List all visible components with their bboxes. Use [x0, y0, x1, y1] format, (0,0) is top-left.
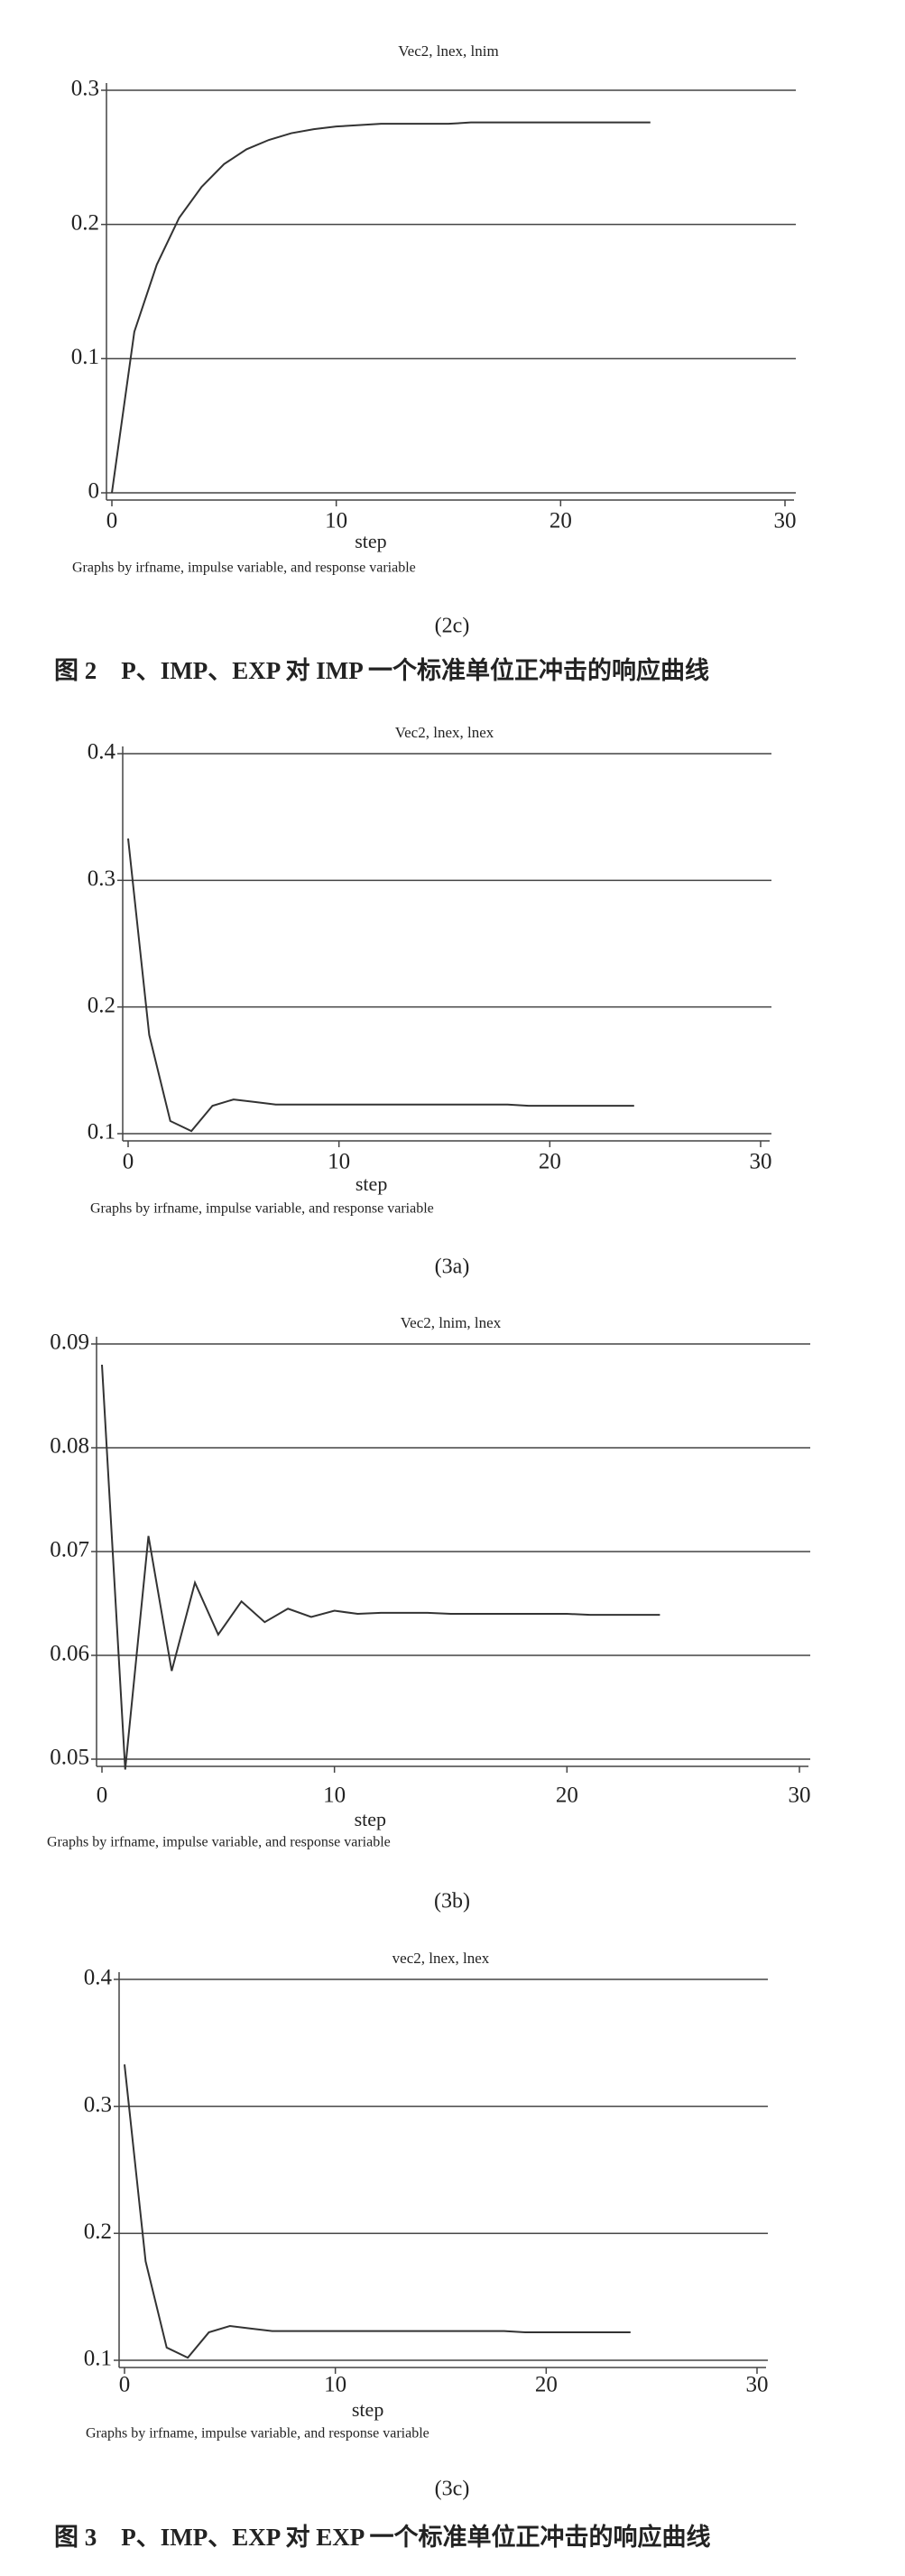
subfigure-caption: (3b) — [434, 1890, 470, 1913]
y-tick-label: 0.1 — [71, 345, 99, 369]
response-line — [101, 1364, 660, 1770]
graph-note: Graphs by irfname, impulse variable, and… — [47, 1835, 391, 1850]
y-tick-label: 0.09 — [50, 1330, 89, 1355]
x-tick-label: 10 — [328, 1150, 350, 1174]
subfigure-caption: (3a) — [435, 1256, 470, 1279]
x-tick-label: 0 — [106, 509, 118, 533]
figure-caption: 图 2 P、IMP、EXP 对 IMP 一个标准单位正冲击的响应曲线 — [54, 656, 709, 684]
x-tick-label: 10 — [325, 509, 347, 533]
chart-title: Vec2, lnex, lnim — [398, 42, 498, 60]
x-tick-label: 20 — [549, 509, 572, 533]
y-tick-label: 0.05 — [50, 1746, 89, 1770]
y-tick-label: 0.3 — [88, 866, 115, 891]
chart-title: Vec2, lnim, lnex — [401, 1314, 502, 1331]
subfigure-caption: (3c) — [435, 2478, 470, 2501]
y-tick-label: 0.06 — [50, 1642, 89, 1666]
y-tick-label: 0.1 — [88, 1120, 115, 1144]
y-tick-label: 0.3 — [84, 2092, 112, 2117]
x-tick-label: 10 — [323, 1784, 346, 1808]
graph-note: Graphs by irfname, impulse variable, and… — [72, 561, 416, 576]
response-line — [127, 838, 634, 1133]
y-tick-label: 0.2 — [88, 993, 115, 1017]
x-axis-label: step — [356, 1172, 387, 1195]
x-axis-label: step — [352, 2398, 383, 2421]
x-tick-label: 30 — [774, 509, 797, 533]
y-tick-label: 0 — [88, 479, 100, 504]
x-tick-label: 20 — [535, 2373, 558, 2397]
x-tick-label: 0 — [119, 2373, 131, 2397]
x-tick-label: 20 — [556, 1784, 578, 1808]
chart-title: Vec2, lnex, lnex — [395, 724, 494, 741]
y-tick-label: 0.4 — [88, 740, 116, 764]
y-tick-label: 0.2 — [84, 2219, 112, 2244]
graph-note: Graphs by irfname, impulse variable, and… — [90, 1201, 434, 1217]
response-line — [111, 121, 651, 494]
y-tick-label: 0.1 — [84, 2347, 112, 2371]
x-tick-label: 20 — [539, 1150, 561, 1174]
subfigure-caption: (2c) — [435, 615, 470, 638]
y-tick-label: 0.3 — [71, 77, 99, 101]
chart-title: vec2, lnex, lnex — [392, 1950, 490, 1967]
response-line — [124, 2064, 631, 2359]
y-tick-label: 0.08 — [50, 1434, 89, 1459]
x-tick-label: 0 — [123, 1150, 134, 1174]
figure-caption: 图 3 P、IMP、EXP 对 EXP 一个标准单位正冲击的响应曲线 — [54, 2523, 711, 2551]
x-axis-label: step — [355, 1808, 386, 1830]
y-tick-label: 0.4 — [84, 1966, 113, 1990]
x-tick-label: 30 — [746, 2373, 769, 2397]
x-tick-label: 10 — [324, 2373, 346, 2397]
x-axis-label: step — [355, 530, 386, 552]
x-tick-label: 0 — [97, 1784, 108, 1808]
x-tick-label: 30 — [750, 1150, 772, 1174]
x-tick-label: 30 — [789, 1784, 811, 1808]
y-tick-label: 0.07 — [50, 1538, 89, 1562]
y-tick-label: 0.2 — [71, 210, 99, 235]
graph-note: Graphs by irfname, impulse variable, and… — [86, 2426, 429, 2442]
